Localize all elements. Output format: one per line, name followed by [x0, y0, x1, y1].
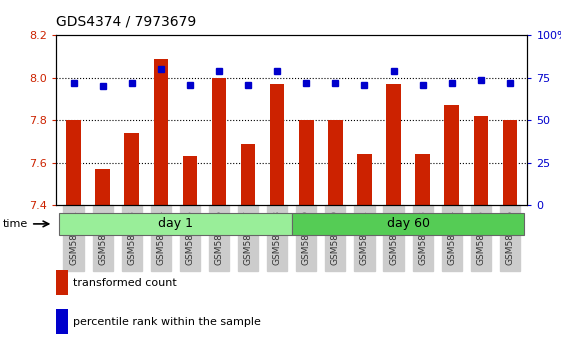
Text: time: time	[3, 219, 28, 229]
Bar	[241, 144, 255, 205]
Bar	[95, 169, 110, 205]
Text: percentile rank within the sample: percentile rank within the sample	[72, 317, 260, 327]
Bar	[56, 270, 68, 295]
Bar	[503, 120, 517, 205]
Text: day 1: day 1	[158, 217, 193, 230]
Text: GDS4374 / 7973679: GDS4374 / 7973679	[56, 14, 196, 28]
Bar	[328, 120, 343, 205]
Bar	[59, 213, 292, 234]
Bar	[154, 59, 168, 205]
Bar	[56, 309, 68, 334]
Bar	[415, 154, 430, 205]
Bar	[387, 84, 401, 205]
Bar	[299, 120, 314, 205]
Bar	[270, 84, 284, 205]
Text: day 60: day 60	[387, 217, 430, 230]
Bar	[473, 116, 488, 205]
Bar	[183, 156, 197, 205]
Bar	[211, 78, 226, 205]
Bar	[444, 105, 459, 205]
Bar	[66, 120, 81, 205]
Bar	[125, 133, 139, 205]
Bar	[292, 213, 525, 234]
Text: transformed count: transformed count	[72, 278, 176, 288]
Bar	[357, 154, 372, 205]
